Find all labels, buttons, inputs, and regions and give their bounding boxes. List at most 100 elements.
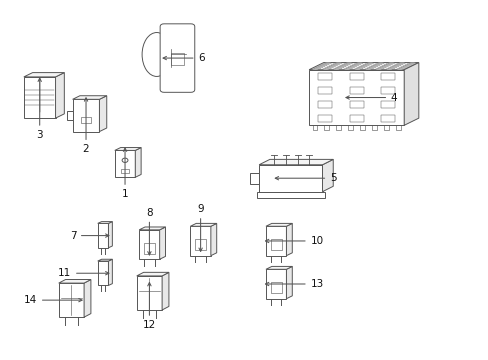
Ellipse shape xyxy=(341,64,347,66)
Ellipse shape xyxy=(324,62,330,64)
Bar xyxy=(270,239,281,250)
Polygon shape xyxy=(286,266,292,299)
Ellipse shape xyxy=(326,67,333,68)
Bar xyxy=(349,87,363,94)
Bar xyxy=(143,243,155,254)
Ellipse shape xyxy=(333,63,339,65)
Ellipse shape xyxy=(339,66,346,67)
Text: 1: 1 xyxy=(122,189,128,199)
Ellipse shape xyxy=(328,66,335,67)
Ellipse shape xyxy=(347,67,354,68)
Polygon shape xyxy=(139,227,165,230)
Ellipse shape xyxy=(316,67,322,68)
Ellipse shape xyxy=(335,62,341,64)
Bar xyxy=(115,150,135,177)
Text: 14: 14 xyxy=(24,295,37,305)
Ellipse shape xyxy=(375,69,381,70)
Ellipse shape xyxy=(358,67,365,68)
Ellipse shape xyxy=(402,66,408,67)
Bar xyxy=(308,70,404,125)
Bar xyxy=(171,53,183,65)
Ellipse shape xyxy=(386,69,392,70)
Polygon shape xyxy=(67,111,73,120)
Bar xyxy=(195,239,206,250)
Ellipse shape xyxy=(387,68,394,69)
Polygon shape xyxy=(250,173,259,184)
Polygon shape xyxy=(98,222,112,224)
Polygon shape xyxy=(322,159,332,192)
Polygon shape xyxy=(56,73,64,118)
Text: 9: 9 xyxy=(197,204,203,214)
Text: 12: 12 xyxy=(142,320,156,330)
Polygon shape xyxy=(210,224,216,256)
Ellipse shape xyxy=(356,62,362,64)
Ellipse shape xyxy=(320,64,326,66)
Bar xyxy=(121,168,129,173)
Bar xyxy=(381,115,395,122)
Bar xyxy=(349,101,363,108)
Ellipse shape xyxy=(396,63,402,65)
Polygon shape xyxy=(59,279,91,283)
Ellipse shape xyxy=(360,66,366,67)
Bar xyxy=(59,283,84,317)
Polygon shape xyxy=(135,148,141,177)
Ellipse shape xyxy=(354,63,360,65)
Ellipse shape xyxy=(343,69,349,70)
Ellipse shape xyxy=(314,68,320,69)
FancyBboxPatch shape xyxy=(160,24,194,92)
Bar xyxy=(137,276,162,310)
Ellipse shape xyxy=(400,67,407,68)
Bar xyxy=(381,73,395,80)
Ellipse shape xyxy=(389,67,396,68)
Ellipse shape xyxy=(396,69,402,70)
Bar xyxy=(381,87,395,94)
Ellipse shape xyxy=(383,64,389,66)
Ellipse shape xyxy=(362,64,368,66)
Ellipse shape xyxy=(408,62,415,64)
Text: 6: 6 xyxy=(198,53,204,63)
Ellipse shape xyxy=(142,32,171,76)
Ellipse shape xyxy=(407,63,413,65)
Ellipse shape xyxy=(349,66,356,67)
Polygon shape xyxy=(108,222,112,248)
Text: 4: 4 xyxy=(390,93,397,103)
Ellipse shape xyxy=(370,66,377,67)
Text: 13: 13 xyxy=(310,279,323,289)
Bar xyxy=(317,101,331,108)
Bar xyxy=(259,165,322,192)
Ellipse shape xyxy=(356,68,362,69)
Ellipse shape xyxy=(386,63,392,65)
Text: 3: 3 xyxy=(36,130,43,140)
Ellipse shape xyxy=(366,68,373,69)
Polygon shape xyxy=(84,279,91,317)
Ellipse shape xyxy=(392,66,398,67)
Text: 10: 10 xyxy=(310,236,323,246)
Bar xyxy=(190,226,210,256)
Ellipse shape xyxy=(387,62,394,64)
Polygon shape xyxy=(99,96,106,132)
Polygon shape xyxy=(108,259,112,285)
Polygon shape xyxy=(259,159,332,165)
Ellipse shape xyxy=(324,68,330,69)
Polygon shape xyxy=(159,227,165,259)
Bar xyxy=(317,73,331,80)
Text: 5: 5 xyxy=(329,173,336,183)
Bar xyxy=(349,73,363,80)
Ellipse shape xyxy=(379,67,386,68)
Polygon shape xyxy=(73,96,106,99)
Polygon shape xyxy=(308,63,418,70)
Ellipse shape xyxy=(346,68,352,69)
Text: 8: 8 xyxy=(146,208,152,218)
Polygon shape xyxy=(98,259,112,261)
Bar xyxy=(270,282,281,293)
Bar xyxy=(98,224,108,248)
Bar xyxy=(256,192,325,198)
Text: 2: 2 xyxy=(82,144,89,154)
Text: 11: 11 xyxy=(58,268,71,278)
Polygon shape xyxy=(265,266,292,269)
Ellipse shape xyxy=(312,69,318,70)
Polygon shape xyxy=(286,224,292,256)
Polygon shape xyxy=(190,224,216,226)
Ellipse shape xyxy=(365,69,371,70)
Polygon shape xyxy=(404,63,418,125)
